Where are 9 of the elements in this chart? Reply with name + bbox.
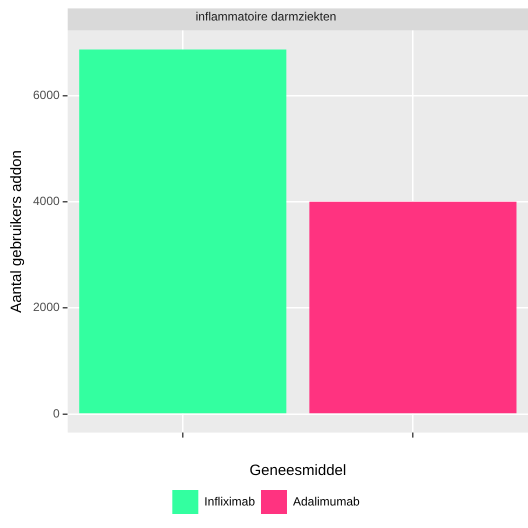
legend-label: Adalimumab bbox=[292, 494, 360, 508]
legend-label: Infliximab bbox=[204, 494, 256, 508]
x-axis-title: Geneesmiddel bbox=[249, 462, 346, 480]
y-tick-label: 4000 bbox=[32, 194, 60, 208]
y-tick-label: 6000 bbox=[32, 88, 60, 102]
y-axis-title: Aantal gebruikers addon bbox=[8, 150, 26, 313]
chart-title: inflammatoire darmziekten bbox=[196, 10, 336, 24]
y-tick-label: 2000 bbox=[32, 300, 60, 314]
y-tick-label: 0 bbox=[53, 406, 60, 420]
